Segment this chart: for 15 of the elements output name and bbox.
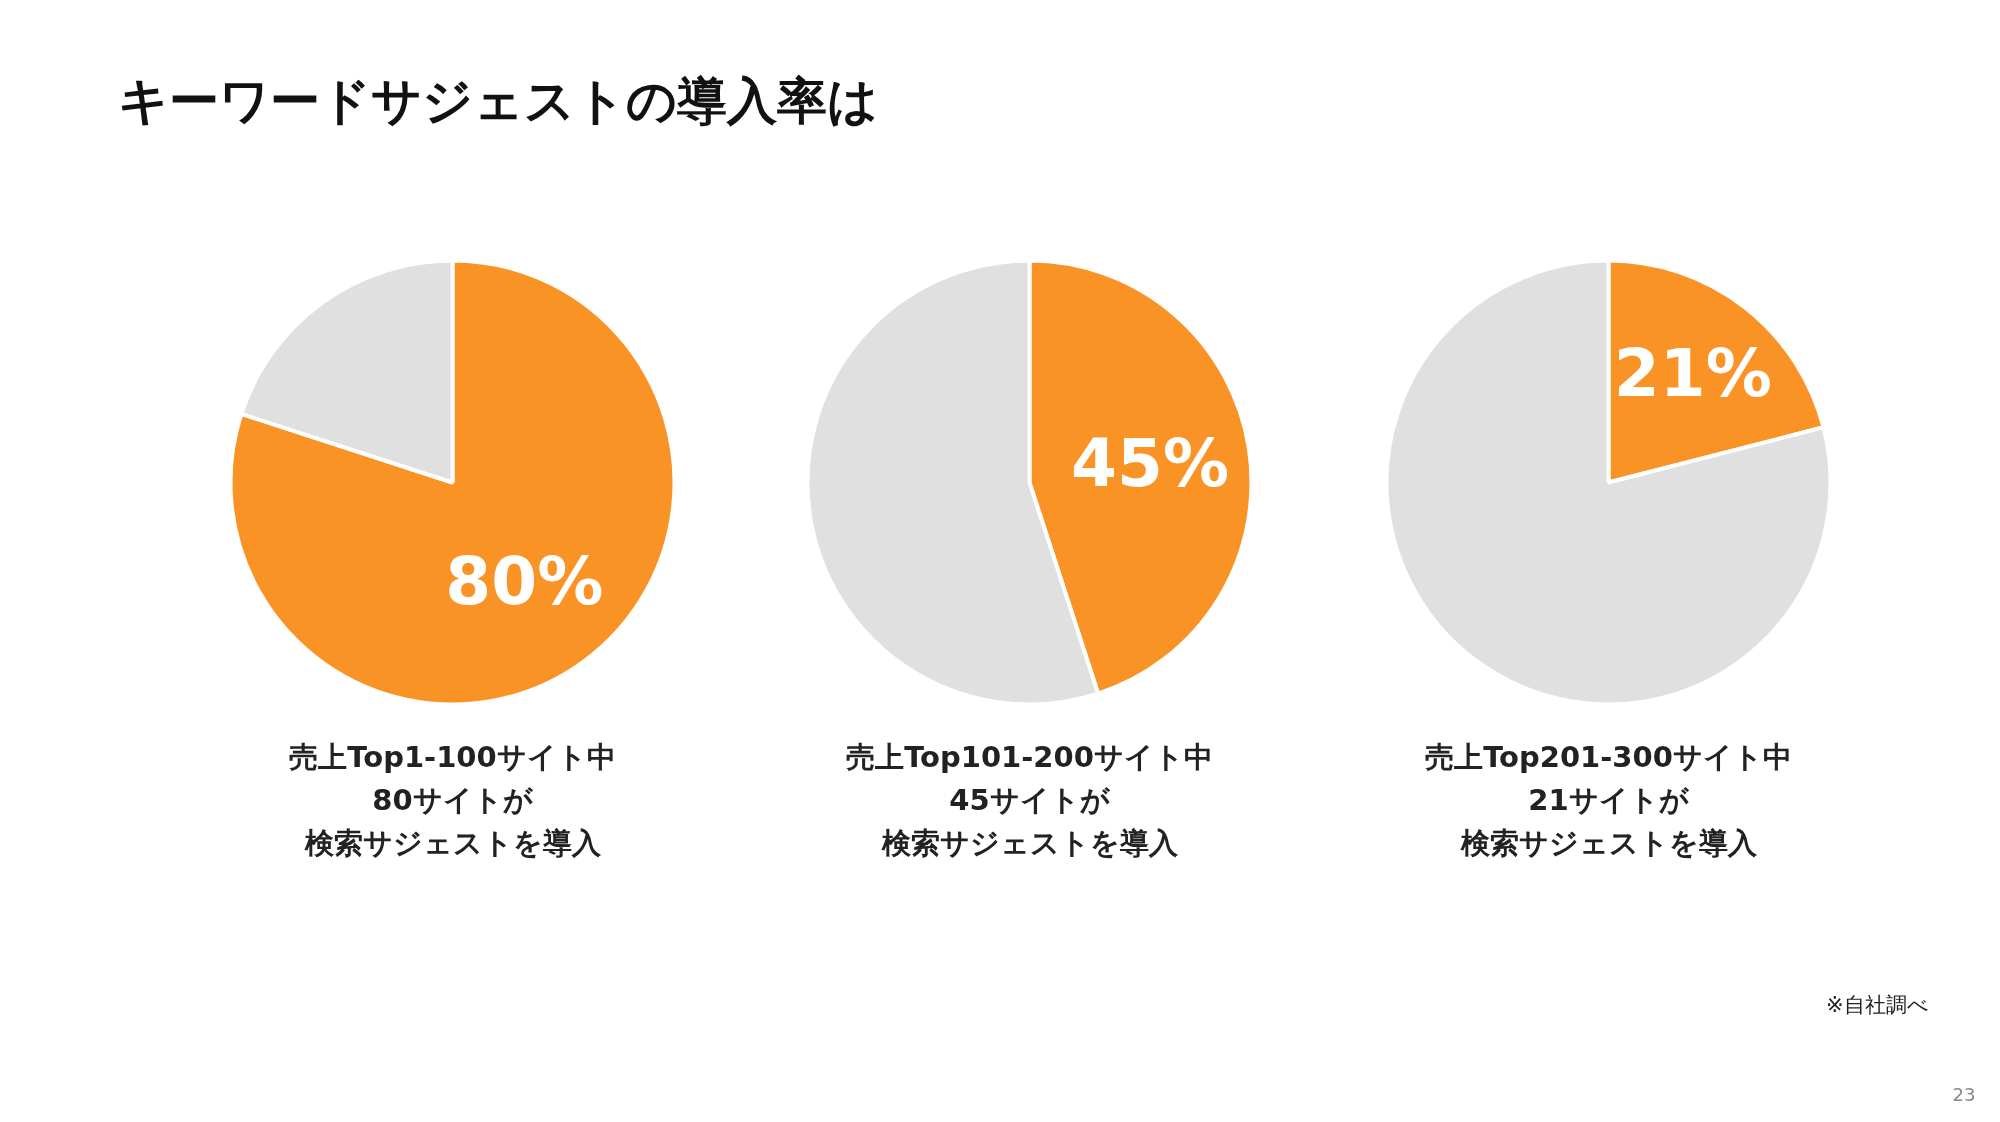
text: 検索サジェストを導入 xyxy=(880,825,1179,860)
text: 23 xyxy=(1952,1084,1976,1105)
text: 売上Top101-200サイト中 xyxy=(846,739,1213,774)
data-label: 45% xyxy=(1071,424,1230,502)
text: 検索サジェストを導入 xyxy=(1459,825,1758,860)
text: 21サイトが xyxy=(1528,782,1690,817)
text: 売上Top1-100サイト中 xyxy=(289,739,616,774)
text: 売上Top201-300サイト中 xyxy=(1425,739,1792,774)
chart-title: キーワードサジェストの導入率は xyxy=(117,71,878,130)
data-label: 80% xyxy=(445,542,604,620)
text: 検索サジェストを導入 xyxy=(303,825,602,860)
text: 80サイトが xyxy=(372,782,534,817)
text: ※自社調べ xyxy=(1825,992,1929,1017)
text: 45サイトが xyxy=(949,782,1111,817)
data-label: 21% xyxy=(1613,335,1772,413)
